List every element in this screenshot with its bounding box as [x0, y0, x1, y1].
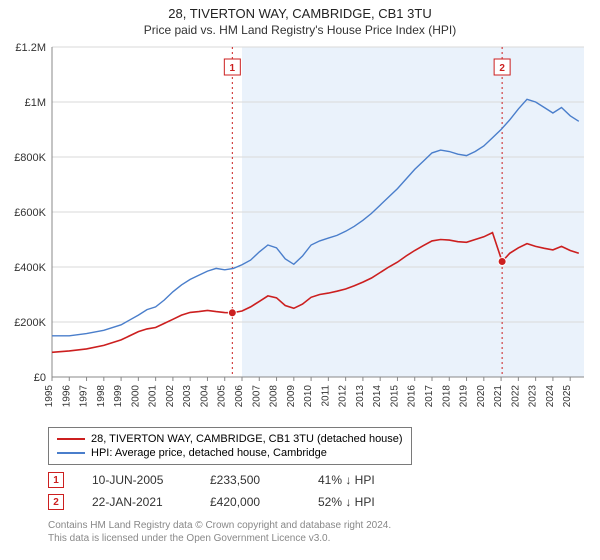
svg-text:£200K: £200K [14, 317, 46, 329]
svg-text:2012: 2012 [338, 385, 349, 408]
legend-row: HPI: Average price, detached house, Camb… [57, 446, 403, 460]
transaction-price: £233,500 [210, 473, 290, 487]
transaction-price: £420,000 [210, 495, 290, 509]
transaction-delta: 41% ↓ HPI [318, 473, 375, 487]
chart-svg: £0 £200K £400K £600K £800K £1M £1.2M 1995 1996 19… [8, 41, 592, 421]
footer-attribution: Contains HM Land Registry data © Crown c… [48, 519, 592, 545]
svg-text:2007: 2007 [251, 385, 262, 408]
svg-text:2022: 2022 [510, 385, 521, 408]
svg-text:2025: 2025 [562, 385, 573, 408]
svg-text:2: 2 [499, 63, 505, 74]
svg-text:2011: 2011 [320, 385, 331, 407]
footer-line-1: Contains HM Land Registry data © Crown c… [48, 519, 592, 532]
svg-text:1997: 1997 [79, 385, 90, 408]
svg-text:2000: 2000 [130, 385, 141, 408]
transaction-row: 2 22-JAN-2021 £420,000 52% ↓ HPI [48, 491, 592, 513]
transaction-table: 1 10-JUN-2005 £233,500 41% ↓ HPI 2 22-JAN-202… [48, 469, 592, 513]
svg-text:2001: 2001 [148, 385, 159, 408]
svg-text:£0: £0 [34, 372, 46, 384]
page-subtitle: Price paid vs. HM Land Registry's House … [8, 23, 592, 37]
svg-text:£400K: £400K [14, 262, 46, 274]
svg-text:2002: 2002 [165, 385, 176, 408]
svg-text:2018: 2018 [441, 385, 452, 408]
svg-text:2017: 2017 [424, 385, 435, 408]
svg-text:1998: 1998 [96, 385, 107, 408]
transaction-date: 22-JAN-2021 [92, 495, 182, 509]
transaction-delta: 52% ↓ HPI [318, 495, 375, 509]
page-title: 28, TIVERTON WAY, CAMBRIDGE, CB1 3TU [8, 6, 592, 21]
footer-line-2: This data is licensed under the Open Gov… [48, 532, 592, 545]
legend-row: 28, TIVERTON WAY, CAMBRIDGE, CB1 3TU (de… [57, 432, 403, 446]
transaction-date: 10-JUN-2005 [92, 473, 182, 487]
legend-label: HPI: Average price, detached house, Camb… [91, 447, 327, 459]
svg-text:2019: 2019 [459, 385, 470, 408]
svg-text:£1.2M: £1.2M [15, 42, 46, 54]
svg-text:1995: 1995 [44, 385, 55, 408]
svg-text:2010: 2010 [303, 385, 314, 408]
legend-swatch [57, 438, 85, 440]
transaction-marker-box: 2 [48, 494, 64, 510]
svg-text:2003: 2003 [182, 385, 193, 408]
svg-text:2009: 2009 [286, 385, 297, 408]
svg-text:2005: 2005 [217, 385, 228, 408]
svg-text:2015: 2015 [389, 385, 400, 408]
svg-text:£600K: £600K [14, 207, 46, 219]
legend-swatch [57, 452, 85, 454]
svg-text:2016: 2016 [407, 385, 418, 408]
svg-text:2021: 2021 [493, 385, 504, 408]
transaction-row: 1 10-JUN-2005 £233,500 41% ↓ HPI [48, 469, 592, 491]
svg-text:1999: 1999 [113, 385, 124, 408]
svg-text:£1M: £1M [25, 97, 46, 109]
svg-text:1: 1 [230, 63, 236, 74]
svg-text:2013: 2013 [355, 385, 366, 408]
svg-text:2014: 2014 [372, 385, 383, 408]
price-chart: £0 £200K £400K £600K £800K £1M £1.2M 1995 1996 19… [8, 41, 592, 421]
svg-text:2024: 2024 [545, 385, 556, 408]
svg-text:£800K: £800K [14, 152, 46, 164]
legend-label: 28, TIVERTON WAY, CAMBRIDGE, CB1 3TU (de… [91, 433, 403, 445]
svg-text:2008: 2008 [269, 385, 280, 408]
svg-text:1996: 1996 [61, 385, 72, 408]
svg-text:2004: 2004 [199, 385, 210, 408]
svg-text:2023: 2023 [528, 385, 539, 408]
svg-text:2006: 2006 [234, 385, 245, 408]
transaction-marker-box: 1 [48, 472, 64, 488]
svg-text:2020: 2020 [476, 385, 487, 408]
legend-box: 28, TIVERTON WAY, CAMBRIDGE, CB1 3TU (de… [48, 427, 412, 465]
